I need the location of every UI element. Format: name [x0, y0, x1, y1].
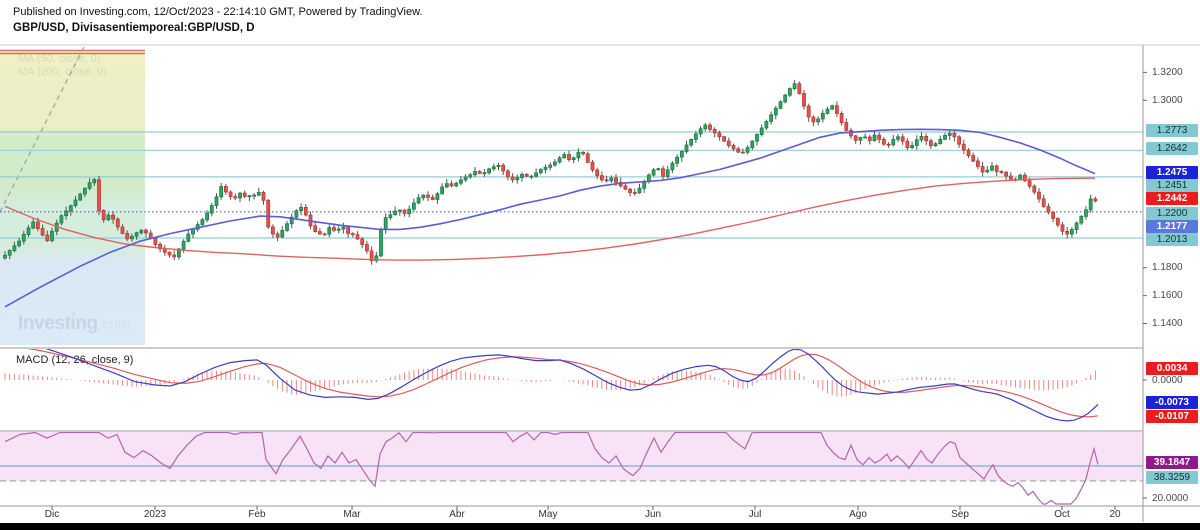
panel-borders [0, 44, 1200, 522]
macd-histogram [4, 368, 1096, 397]
chart-title: GBP/USD, Divisasentiemporeal:GBP/USD, D [13, 22, 255, 34]
trendline [0, 44, 86, 213]
macd-indicator-label: MACD (12, 26, close, 9) [16, 354, 134, 366]
price-levels [0, 131, 1143, 239]
macd-signal-line [27, 349, 1099, 418]
analysis-zone [0, 49, 145, 345]
ma50-line [4, 128, 1096, 308]
ma200-line [4, 177, 1096, 261]
rsi-line [4, 432, 1099, 505]
rsi-band [0, 432, 1143, 481]
candlestick-series [3, 80, 1098, 265]
bottom-black-bar [0, 523, 1200, 530]
macd-line [45, 349, 1099, 422]
axis-ticks [51, 71, 1147, 510]
published-line: Published on Investing.com, 12/Oct/2023 … [13, 6, 423, 18]
